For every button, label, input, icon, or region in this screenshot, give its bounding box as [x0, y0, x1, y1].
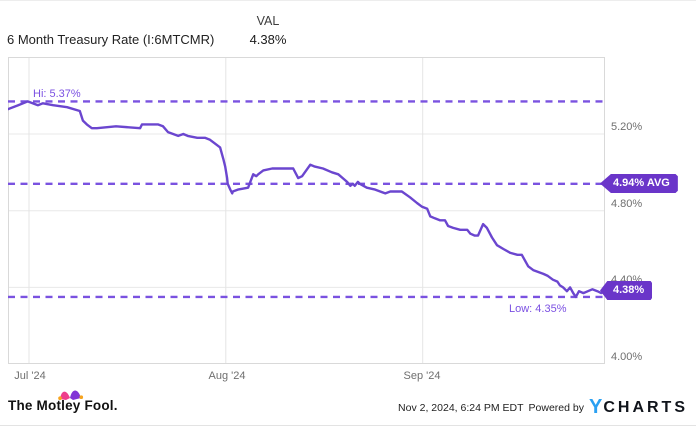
x-axis-tick-jul: Jul '24: [14, 370, 46, 382]
chart-title: 6 Month Treasury Rate (I:6MTCMR): [7, 32, 215, 47]
last-value-badge: 4.38%: [600, 281, 653, 300]
ycharts-logo: Y CHARTS: [589, 396, 688, 419]
average-value-badge: 4.94% AVG: [600, 174, 678, 193]
chart-plot-area[interactable]: [6, 57, 607, 364]
footer-attribution: Nov 2, 2024, 6:24 PM EDT Powered by Y CHA…: [398, 396, 688, 419]
y-axis-tick-520: 5.20%: [611, 121, 643, 133]
x-axis-tick-sep: Sep '24: [403, 370, 441, 382]
high-annotation: Hi: 5.37%: [33, 88, 81, 100]
ycharts-wordmark: CHARTS: [603, 398, 688, 416]
y-axis-tick-400: 4.00%: [611, 351, 643, 363]
y-axis-tick-480: 4.80%: [611, 198, 643, 210]
jester-hat-icon: [58, 390, 84, 400]
low-annotation: Low: 4.35%: [509, 303, 567, 315]
val-current-value: 4.38%: [249, 32, 287, 47]
x-axis-tick-aug: Aug '24: [208, 370, 246, 382]
treasury-rate-line-chart[interactable]: [6, 57, 607, 364]
val-column-header: VAL: [256, 14, 280, 28]
timestamp: Nov 2, 2024, 6:24 PM EDT: [398, 401, 524, 414]
ycharts-y-mark: Y: [588, 396, 603, 418]
motley-fool-logo: The Motley Fool.: [8, 398, 118, 413]
powered-by-label: Powered by: [528, 401, 584, 414]
